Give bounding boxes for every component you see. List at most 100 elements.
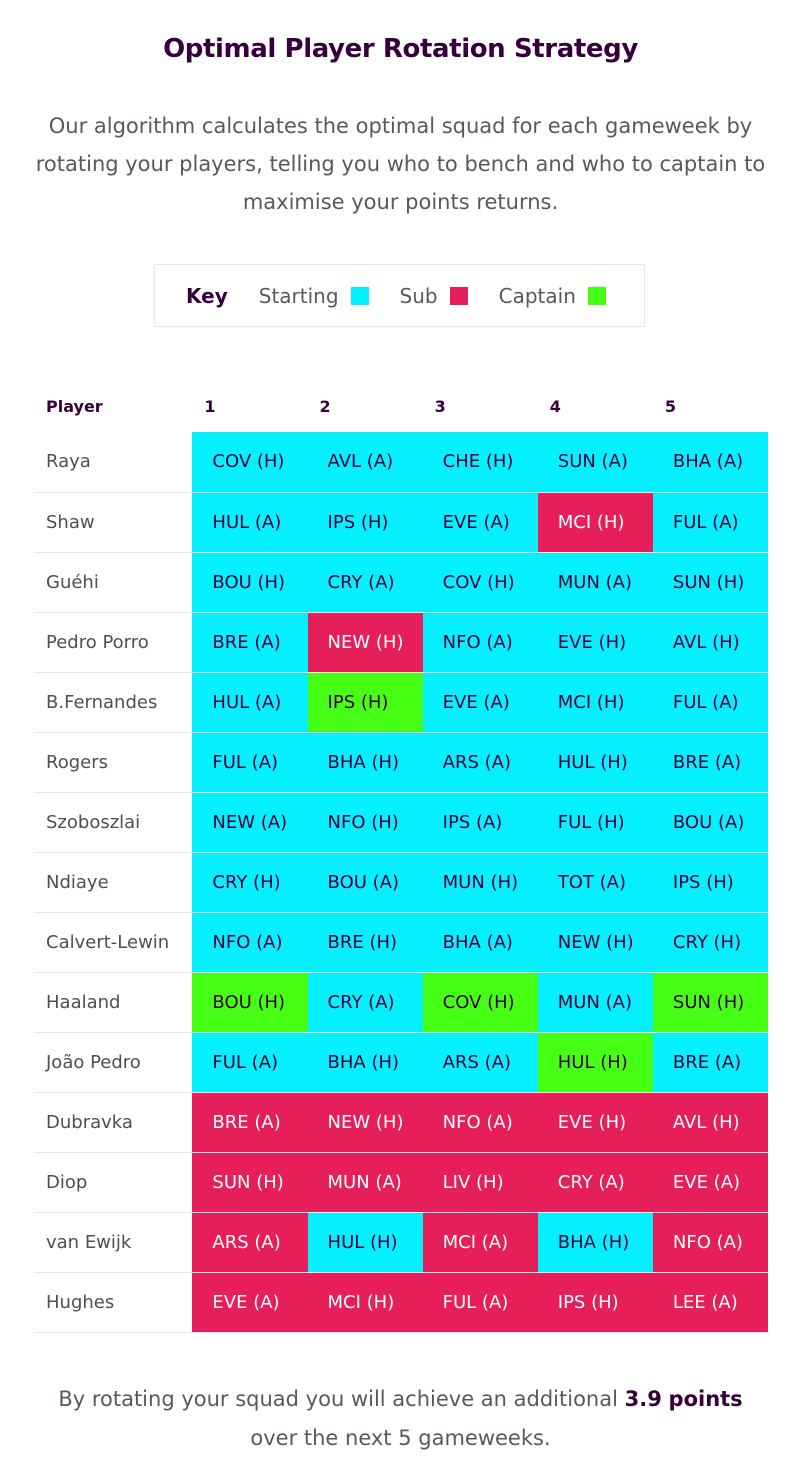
fixture-cell-starting: CRY (A): [307, 972, 423, 1033]
fixture-cell-starting: AVL (H): [652, 612, 768, 673]
fixture-cell-sub: MCI (A): [422, 1212, 538, 1273]
fixture-cell-sub: AVL (H): [652, 1092, 768, 1153]
fixture-cell-sub: BRE (A): [192, 1092, 308, 1153]
fixture-cell-starting: BOU (H): [192, 552, 308, 613]
fixture-cell-sub: MUN (A): [307, 1152, 423, 1213]
fixture-cell-starting: FUL (A): [652, 492, 768, 553]
summary-prefix: By rotating your squad you will achieve …: [58, 1387, 618, 1411]
fixture-cell-starting: FUL (H): [537, 792, 653, 853]
player-name: B.Fernandes: [34, 672, 193, 733]
fixture-cell-starting: TOT (A): [537, 852, 653, 913]
fixture-cell-sub: LEE (A): [652, 1272, 768, 1333]
fixture-cell-starting: BHA (H): [307, 732, 423, 793]
summary-text: By rotating your squad you will achieve …: [40, 1380, 761, 1458]
column-header-gw1: 1: [204, 396, 216, 416]
legend-item-captain: Captain: [499, 284, 606, 308]
table-row: João Pedro FUL (A) BHA (H) ARS (A) HUL (H) BR…: [34, 1032, 768, 1093]
table-row: Hughes EVE (A) MCI (H) FUL (A) IPS (H) LEE (A…: [34, 1272, 768, 1333]
fixture-cell-sub: EVE (H): [537, 1092, 653, 1153]
fixture-cell-starting: COV (H): [422, 552, 538, 613]
fixture-cell-starting: NFO (A): [422, 612, 538, 673]
fixture-cell-starting: AVL (A): [307, 432, 423, 493]
legend-title: Key: [186, 283, 228, 308]
fixture-cell-starting: IPS (A): [422, 792, 538, 853]
fixture-cell-sub: ARS (A): [192, 1212, 308, 1273]
table-body: Raya COV (H) AVL (A) CHE (H) SUN (A) BHA (A) S…: [34, 432, 768, 1333]
player-name: Shaw: [34, 492, 193, 553]
fixture-cell-starting: BRE (H): [307, 912, 423, 973]
fixture-cell-starting: HUL (A): [192, 672, 308, 733]
player-name: Haaland: [34, 972, 193, 1033]
player-name: Diop: [34, 1152, 193, 1213]
fixture-cell-starting: SUN (H): [652, 552, 768, 613]
legend-label-starting: Starting: [258, 283, 339, 308]
page-title: Optimal Player Rotation Strategy: [163, 34, 638, 64]
player-name: Pedro Porro: [34, 612, 193, 673]
fixture-cell-sub: NEW (H): [307, 612, 423, 673]
fixture-cell-starting: BHA (H): [307, 1032, 423, 1093]
player-name: Rogers: [34, 732, 193, 793]
table-row: Ndiaye CRY (H) BOU (A) MUN (H) TOT (A) IPS (H…: [34, 852, 768, 913]
fixture-cell-starting: EVE (H): [537, 612, 653, 673]
rotation-table: Player 1 2 3 4 5 Raya COV (H) AVL (A) CHE (…: [34, 380, 768, 1333]
table-row: Shaw HUL (A) IPS (H) EVE (A) MCI (H) FUL (A): [34, 492, 768, 553]
starting-swatch: [350, 286, 369, 305]
fixture-cell-starting: BHA (A): [422, 912, 538, 973]
fixture-cell-sub: LIV (H): [422, 1152, 538, 1213]
fixture-cell-sub: CRY (A): [537, 1152, 653, 1213]
fixture-cell-starting: COV (H): [192, 432, 308, 493]
fixture-cell-starting: CRY (A): [307, 552, 423, 613]
fixture-cell-starting: MUN (H): [422, 852, 538, 913]
table-row: B.Fernandes HUL (A) IPS (H) EVE (A) MCI (H) F…: [34, 672, 768, 733]
fixture-cell-sub: NEW (H): [307, 1092, 423, 1153]
fixture-cell-sub: IPS (H): [537, 1272, 653, 1333]
legend-item-starting: Starting: [259, 284, 369, 308]
fixture-cell-starting: HUL (H): [537, 732, 653, 793]
fixture-cell-sub: SUN (H): [192, 1152, 308, 1213]
fixture-cell-sub: MCI (H): [307, 1272, 423, 1333]
column-header-gw2: 2: [319, 396, 331, 416]
fixture-cell-captain: COV (H): [422, 972, 538, 1033]
fixture-cell-starting: BRE (A): [652, 1032, 768, 1093]
player-name: João Pedro: [34, 1032, 193, 1093]
captain-swatch: [587, 286, 606, 305]
player-name: Calvert-Lewin: [34, 912, 193, 973]
legend-item-sub: Sub: [400, 284, 468, 308]
table-row: Diop SUN (H) MUN (A) LIV (H) CRY (A) EVE (A): [34, 1152, 768, 1213]
fixture-cell-starting: BOU (A): [307, 852, 423, 913]
intro-text: Our algorithm calculates the optimal squ…: [35, 114, 766, 214]
column-header-gw3: 3: [434, 396, 446, 416]
fixture-cell-sub: NFO (A): [652, 1212, 768, 1273]
table-row: Haaland BOU (H) CRY (A) COV (H) MUN (A) SUN (…: [34, 972, 768, 1033]
player-name: Dubravka: [34, 1092, 193, 1153]
fixture-cell-starting: MUN (A): [537, 552, 653, 613]
table-row: Dubravka BRE (A) NEW (H) NFO (A) EVE (H) AVL …: [34, 1092, 768, 1153]
fixture-cell-sub: NFO (A): [422, 1092, 538, 1153]
fixture-cell-starting: FUL (A): [192, 732, 308, 793]
fixture-cell-starting: HUL (A): [192, 492, 308, 553]
fixture-cell-captain: BOU (H): [192, 972, 308, 1033]
fixture-cell-starting: BRE (A): [192, 612, 308, 673]
fixture-cell-starting: CRY (H): [652, 912, 768, 973]
table-row: Szoboszlai NEW (A) NFO (H) IPS (A) FUL (H) BO…: [34, 792, 768, 853]
fixture-cell-starting: FUL (A): [652, 672, 768, 733]
player-name: Ndiaye: [34, 852, 193, 913]
legend-label-captain: Captain: [498, 283, 576, 308]
fixture-cell-starting: EVE (A): [422, 672, 538, 733]
fixture-cell-starting: NFO (A): [192, 912, 308, 973]
player-name: Szoboszlai: [34, 792, 193, 853]
column-header-gw4: 4: [549, 396, 561, 416]
fixture-cell-starting: IPS (H): [307, 492, 423, 553]
table-row: van Ewijk ARS (A) HUL (H) MCI (A) BHA (H) NFO…: [34, 1212, 768, 1273]
table-row: Raya COV (H) AVL (A) CHE (H) SUN (A) BHA (A): [34, 432, 768, 493]
fixture-cell-starting: BOU (A): [652, 792, 768, 853]
column-header-gw5: 5: [664, 396, 677, 416]
table-row: Rogers FUL (A) BHA (H) ARS (A) HUL (H) BRE (A…: [34, 732, 768, 793]
fixture-cell-starting: MUN (A): [537, 972, 653, 1033]
fixture-cell-starting: NFO (H): [307, 792, 423, 853]
fixture-cell-starting: IPS (H): [652, 852, 768, 913]
fixture-cell-sub: EVE (A): [652, 1152, 768, 1213]
table-header-row: Player 1 2 3 4 5: [34, 380, 768, 432]
legend-key: Key Starting Sub Captain: [154, 264, 645, 327]
fixture-cell-captain: HUL (H): [537, 1032, 653, 1093]
